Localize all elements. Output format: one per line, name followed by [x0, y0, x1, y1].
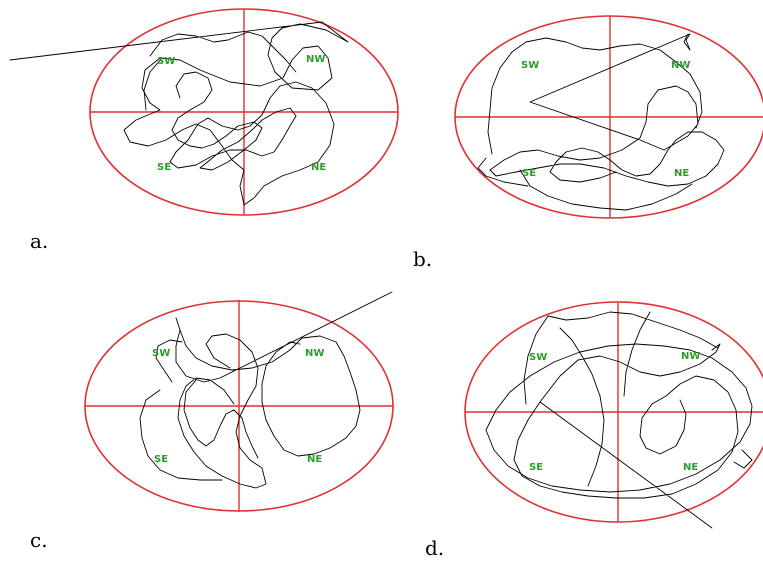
quadrant-label-sw-c: SW: [152, 348, 170, 359]
quadrant-label-nw-c: NW: [305, 348, 324, 359]
quadrant-label-sw-d: SW: [529, 352, 547, 363]
panel-a: SW NW SE NE a.: [9, 8, 399, 253]
quadrant-label-nw-d: NW: [681, 351, 700, 362]
swim-path-a: [9, 21, 349, 206]
swim-path-d: [485, 311, 753, 529]
swim-path-b: [477, 33, 725, 211]
panel-c: SW NW SE NE c.: [30, 291, 394, 552]
quadrant-label-nw-a: NW: [306, 54, 325, 65]
quadrant-label-se-a: SE: [157, 162, 171, 173]
panel-d: SW NW SE NE d.: [425, 301, 763, 560]
quadrant-label-ne-d: NE: [683, 462, 698, 473]
panel-caption-c: c.: [30, 528, 48, 552]
panel-caption-d: d.: [425, 536, 444, 560]
panel-caption-b: b.: [413, 247, 432, 271]
panel-b: SW NW SE NE b.: [413, 15, 763, 271]
swim-path-c: [139, 291, 393, 489]
quadrant-label-se-d: SE: [529, 462, 543, 473]
quadrant-label-ne-c: NE: [307, 454, 322, 465]
quadrant-label-ne-a: NE: [311, 162, 326, 173]
quadrant-label-se-b: SE: [522, 168, 536, 179]
quadrant-label-ne-b: NE: [674, 168, 689, 179]
panel-caption-a: a.: [30, 229, 48, 253]
quadrant-label-se-c: SE: [154, 454, 168, 465]
quadrant-label-nw-b: NW: [671, 60, 690, 71]
quadrant-label-sw-a: SW: [157, 56, 175, 67]
quadrant-label-sw-b: SW: [521, 60, 539, 71]
